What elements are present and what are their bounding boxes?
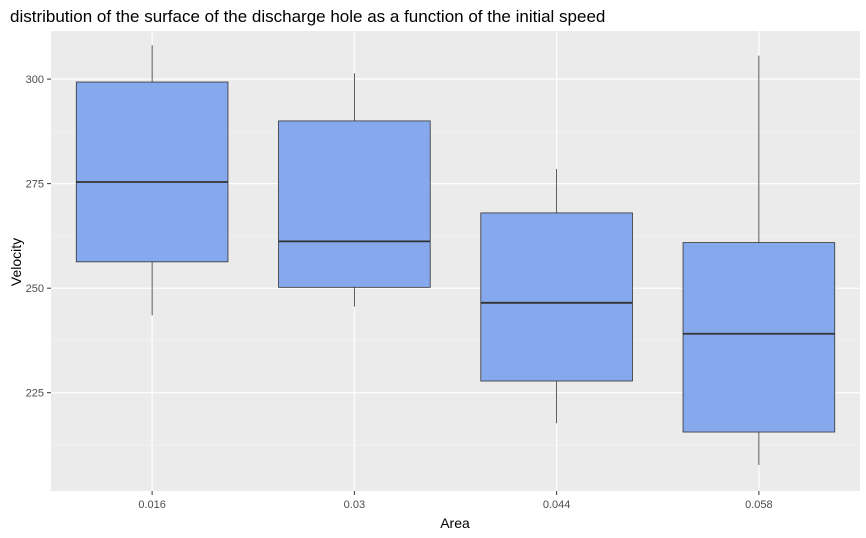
iqr-box xyxy=(682,242,836,433)
y-tick-label: 225 xyxy=(26,388,44,400)
box-0.044 xyxy=(480,169,633,424)
y-axis-title: Velocity xyxy=(8,238,24,286)
x-tick-label: 0.016 xyxy=(138,499,166,511)
chart-title: distribution of the surface of the disch… xyxy=(10,7,605,26)
x-axis-ticks: 0.016 0.03 0.044 0.058 xyxy=(138,491,773,511)
iqr-box xyxy=(278,120,431,288)
y-tick-label: 250 xyxy=(26,283,44,295)
y-axis-ticks: 225 250 275 300 xyxy=(26,74,51,400)
box-layer xyxy=(75,45,836,466)
y-tick-label: 275 xyxy=(26,179,44,191)
x-tick-label: 0.03 xyxy=(344,499,365,511)
iqr-box xyxy=(75,81,229,263)
x-axis-title: Area xyxy=(440,515,470,531)
box-0.03 xyxy=(278,73,431,307)
x-tick-label: 0.058 xyxy=(745,499,773,511)
x-tick-label: 0.044 xyxy=(543,499,571,511)
y-tick-label: 300 xyxy=(26,74,44,86)
iqr-box xyxy=(480,212,633,382)
box-0.016 xyxy=(75,45,229,316)
box-0.058 xyxy=(682,55,836,466)
